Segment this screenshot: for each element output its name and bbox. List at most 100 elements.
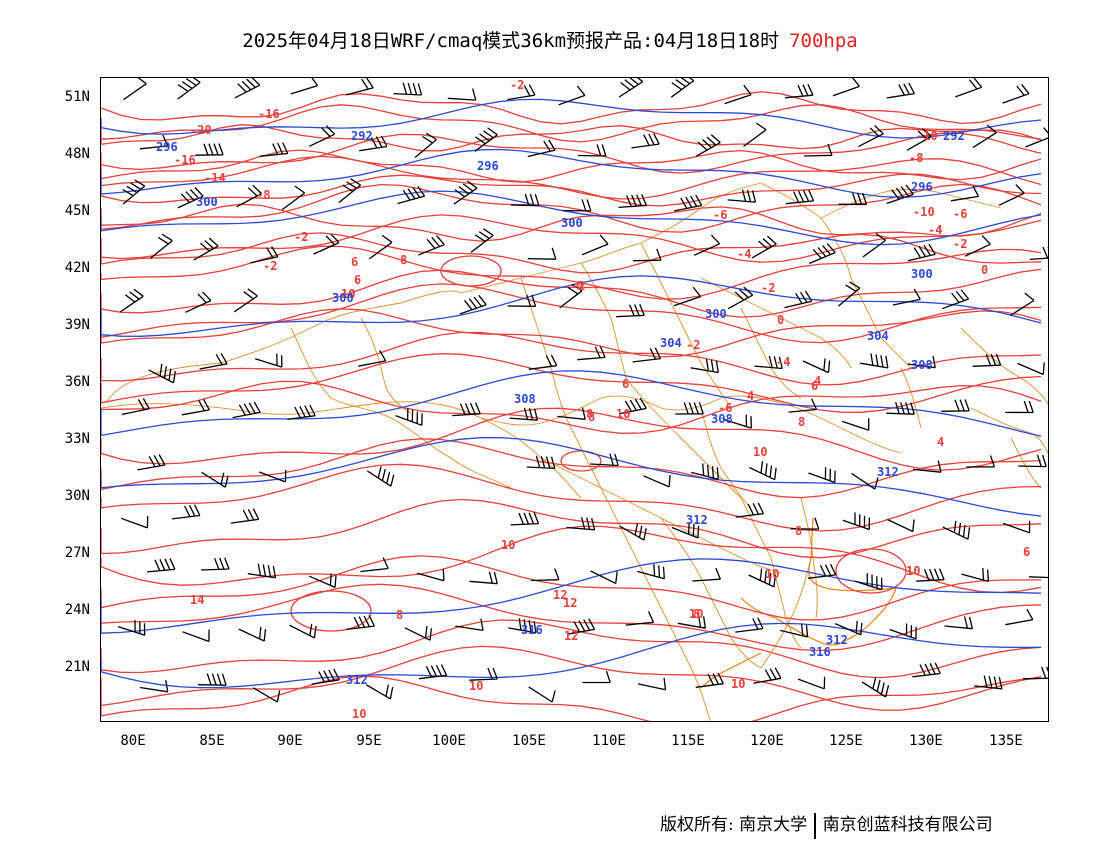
- wind-barb: [470, 228, 494, 253]
- wind-barb: [255, 353, 283, 368]
- wind-barb: [1028, 576, 1048, 579]
- temperature-contours: [101, 91, 1042, 721]
- geopotential-isoline: [101, 370, 1042, 437]
- wind-barb: [944, 616, 974, 630]
- temperature-label: 10: [753, 445, 767, 459]
- wind-barb: [233, 288, 258, 313]
- wind-barb: [892, 288, 921, 306]
- wind-barb: [311, 668, 340, 685]
- temperature-label: 8: [586, 407, 593, 421]
- temperature-label: 8: [798, 415, 805, 429]
- wind-barb: [418, 664, 448, 680]
- wind-barb: [955, 78, 983, 98]
- temperature-label: -2: [571, 279, 585, 293]
- temperature-label: -2: [294, 230, 308, 244]
- temperature-label: 0: [576, 279, 583, 293]
- wind-barb: [177, 187, 204, 209]
- wind-barb: [281, 185, 306, 211]
- temperature-label: 4: [814, 374, 821, 388]
- wind-barb: [692, 567, 722, 582]
- wind-barb: [637, 564, 665, 580]
- temperature-isoline: [101, 155, 1042, 200]
- wind-barb: [842, 512, 870, 531]
- temperature-label: -8: [256, 188, 270, 202]
- wind-barb: [753, 667, 782, 684]
- wind-barb: [474, 127, 498, 152]
- wind-barb: [346, 615, 375, 631]
- geopotential-isoline: [101, 437, 1042, 517]
- wind-barb: [577, 144, 607, 157]
- wind-barb: [172, 504, 201, 520]
- wind-barb: [851, 472, 879, 490]
- temperature-label: 10: [469, 679, 483, 693]
- lon-label: 115E: [671, 733, 705, 749]
- temperature-label: 10: [501, 538, 515, 552]
- temperature-isoline: [101, 407, 1042, 471]
- wind-barb: [414, 132, 437, 158]
- wind-barb: [1025, 127, 1048, 148]
- wind-barb: [735, 502, 765, 518]
- temperature-label: 10: [765, 567, 779, 581]
- temperature-label: 6: [622, 377, 629, 391]
- temperature-label: 10: [689, 607, 703, 621]
- geopotential-isoline: [101, 558, 1042, 634]
- geopotential-label: 300: [332, 291, 354, 305]
- lon-label: 120E: [750, 733, 784, 749]
- wind-barb: [886, 82, 915, 99]
- temperature-label: -6: [713, 208, 727, 222]
- wind-barb: [724, 414, 752, 429]
- temperature-label: 6: [1023, 545, 1030, 559]
- wind-barb: [182, 629, 210, 643]
- wind-barb: [195, 143, 224, 156]
- wind-barb: [590, 570, 618, 584]
- wind-barb: [309, 573, 337, 588]
- wind-barb: [447, 88, 477, 101]
- wind-barb: [632, 248, 662, 262]
- temperature-label: -2: [953, 237, 967, 251]
- wind-barb: [148, 363, 176, 384]
- wind-barb: [527, 139, 556, 158]
- temperature-label: 8: [693, 607, 700, 621]
- wind-barb: [907, 243, 936, 262]
- wind-barb: [236, 184, 262, 208]
- wind-barb: [942, 289, 970, 310]
- geopotential-label: 300: [196, 195, 218, 209]
- geopotential-contours: [101, 98, 1042, 689]
- wind-barb: [727, 189, 757, 203]
- temperature-label: -2: [761, 281, 775, 295]
- wind-barb: [559, 283, 583, 309]
- wind-barb: [1010, 292, 1035, 317]
- geopotential-label: 296: [911, 180, 933, 194]
- wind-barb: [906, 128, 932, 151]
- copyright-text: 版权所有: 南京大学: [660, 815, 808, 835]
- temperature-label: -10: [913, 205, 935, 219]
- wind-barb: [581, 234, 609, 256]
- wind-barb: [784, 290, 813, 309]
- wind-barb: [590, 453, 619, 467]
- geopotential-isoline: [101, 275, 1042, 337]
- temperature-label: -4: [776, 355, 790, 369]
- wind-barb: [631, 133, 660, 149]
- temperature-isoline: [101, 91, 1042, 125]
- wind-barb: [526, 455, 556, 470]
- wind-barb: [510, 512, 540, 526]
- temperature-isoline: [101, 214, 1042, 263]
- temperature-isoline: [101, 232, 1042, 274]
- wind-barb: [1017, 362, 1045, 376]
- wind-barb: [727, 286, 754, 310]
- wind-barb: [862, 232, 886, 258]
- temperature-label: -10: [916, 129, 938, 143]
- temperature-label: 12: [564, 629, 578, 643]
- temperature-isoline: [101, 173, 1042, 207]
- temperature-isoline-loop: [440, 255, 502, 287]
- wind-barb: [367, 466, 395, 487]
- temperature-isoline: [101, 463, 1042, 532]
- lat-label: 21N: [64, 659, 90, 675]
- wind-barb: [916, 568, 945, 582]
- wind-barb: [838, 192, 868, 206]
- temperature-label: 10: [731, 677, 745, 691]
- wind-barb: [804, 143, 833, 157]
- wind-barb: [507, 84, 536, 101]
- wind-barb: [1018, 454, 1047, 468]
- geopotential-label: 304: [867, 329, 889, 343]
